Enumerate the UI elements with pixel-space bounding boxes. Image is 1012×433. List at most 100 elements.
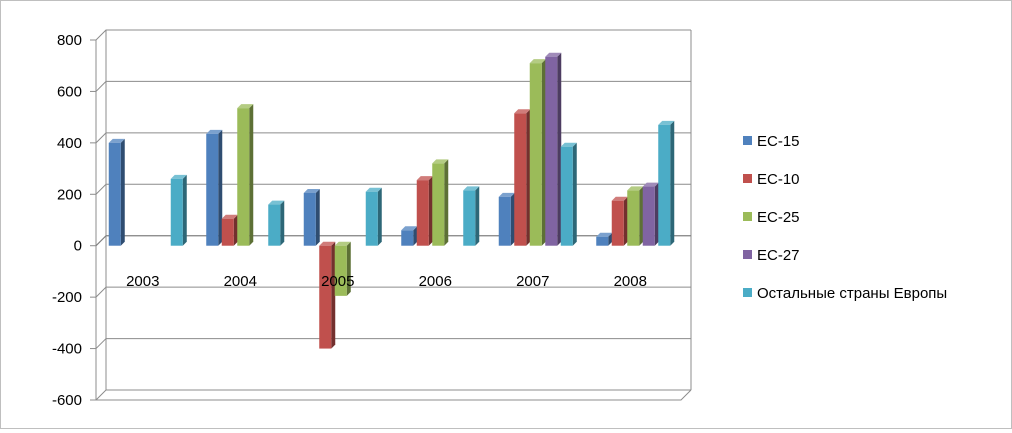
bar-side xyxy=(249,104,254,246)
legend-label: EC-27 xyxy=(757,247,800,264)
bar-top xyxy=(206,129,223,134)
y-tick-label: 0 xyxy=(74,238,82,255)
bar-front xyxy=(108,142,121,246)
bar-top xyxy=(545,52,562,57)
bar-side xyxy=(120,138,125,246)
bar-EC-10-2005 xyxy=(319,241,336,349)
bar-front xyxy=(268,204,281,246)
bar-Остальные страны Европы-2005 xyxy=(365,187,382,246)
bar-side xyxy=(670,120,675,246)
y-tick-label: 800 xyxy=(57,32,82,49)
legend: EC-15 EC-10 EC-25 EC-27 Остальные страны Евр… xyxy=(743,133,947,302)
bar-top xyxy=(642,182,659,187)
y-tick-label: 200 xyxy=(57,186,82,203)
bar-front xyxy=(498,196,511,246)
bar-side xyxy=(413,226,418,246)
bar-side xyxy=(377,187,382,246)
bar-EC-10-2007 xyxy=(514,109,531,246)
gridline xyxy=(95,29,691,41)
bar-front xyxy=(545,56,558,246)
bar-top xyxy=(658,120,675,125)
x-tick-label: 2005 xyxy=(321,273,354,290)
bar-side xyxy=(639,186,644,246)
bar-top xyxy=(334,241,351,246)
bar-top xyxy=(463,186,480,191)
x-tick-label: 2007 xyxy=(516,273,549,290)
bar-front xyxy=(221,218,234,246)
bar-front xyxy=(334,245,347,296)
bar-EC-15-2005 xyxy=(303,189,320,246)
y-axis: 800 600 400 200 0 -200 -400 -600 xyxy=(52,32,96,409)
y-tick-label: -600 xyxy=(52,392,82,409)
bar-side xyxy=(654,182,659,246)
bar-top xyxy=(237,104,254,109)
legend-swatch xyxy=(743,136,752,145)
bar-top xyxy=(221,214,238,219)
legend-entry: EC-15 xyxy=(743,133,800,150)
bar-front xyxy=(365,191,378,246)
y-tick-label: -400 xyxy=(52,341,82,358)
bar-Остальные страны Европы-2004 xyxy=(268,200,285,246)
bar-EC-25-2008 xyxy=(627,186,644,246)
legend-label: EC-25 xyxy=(757,209,800,226)
bar-front xyxy=(596,236,609,246)
legend-swatch xyxy=(743,250,752,259)
bar-front xyxy=(432,163,445,246)
bar-side xyxy=(623,196,628,246)
gridline xyxy=(95,132,691,144)
gridline xyxy=(95,80,691,92)
bar-front xyxy=(463,190,476,246)
bar-front xyxy=(319,245,332,349)
bar-side xyxy=(331,241,336,349)
bar-EC-15-2006 xyxy=(401,226,418,246)
legend-entry: EC-25 xyxy=(743,209,800,226)
bar-side xyxy=(315,189,320,246)
bar-top xyxy=(170,174,187,179)
bar-side xyxy=(233,214,238,246)
bar-side xyxy=(572,142,577,246)
bar-front xyxy=(529,63,542,246)
legend-swatch xyxy=(743,288,752,297)
bar-EC-25-2004 xyxy=(237,104,254,246)
bar-EC-27-2007 xyxy=(545,52,562,246)
bar-top xyxy=(303,189,320,193)
legend-label: EC-15 xyxy=(757,133,800,150)
bar-EC-25-2007 xyxy=(529,59,546,246)
bar-Остальные страны Европы-2007 xyxy=(560,142,577,246)
bar-side xyxy=(428,176,433,246)
bar-side xyxy=(346,241,351,296)
x-tick-label: 2003 xyxy=(126,273,159,290)
bar-EC-10-2008 xyxy=(611,196,628,246)
gridlines xyxy=(95,29,692,401)
floor-line xyxy=(96,389,692,401)
x-tick-label: 2006 xyxy=(419,273,452,290)
gridline xyxy=(95,286,691,298)
bar-top xyxy=(611,196,628,201)
bar-front xyxy=(237,108,250,246)
bar-top xyxy=(108,138,125,143)
x-tick-label: 2004 xyxy=(224,273,257,290)
bar-front xyxy=(401,230,414,246)
bar-side xyxy=(608,232,613,246)
bar-top xyxy=(627,186,644,191)
bar-front xyxy=(303,193,316,246)
bar-front xyxy=(560,146,573,246)
bar-side xyxy=(541,59,546,246)
bar-top xyxy=(560,142,577,147)
bars xyxy=(108,52,675,349)
bar-Остальные страны Европы-2006 xyxy=(463,186,480,246)
zero-line xyxy=(95,235,691,247)
bar-top xyxy=(268,200,285,205)
bar-EC-15-2004 xyxy=(206,129,223,246)
bar-front xyxy=(416,180,429,246)
bar-front xyxy=(627,190,640,246)
legend-entry: Остальные страны Европы xyxy=(743,285,947,302)
bar-front xyxy=(642,186,655,246)
bar-EC-25-2006 xyxy=(432,159,449,246)
bar-top xyxy=(498,192,515,197)
bar-top xyxy=(365,187,382,192)
bar-front xyxy=(514,113,527,246)
bar-EC-10-2004 xyxy=(221,214,238,246)
